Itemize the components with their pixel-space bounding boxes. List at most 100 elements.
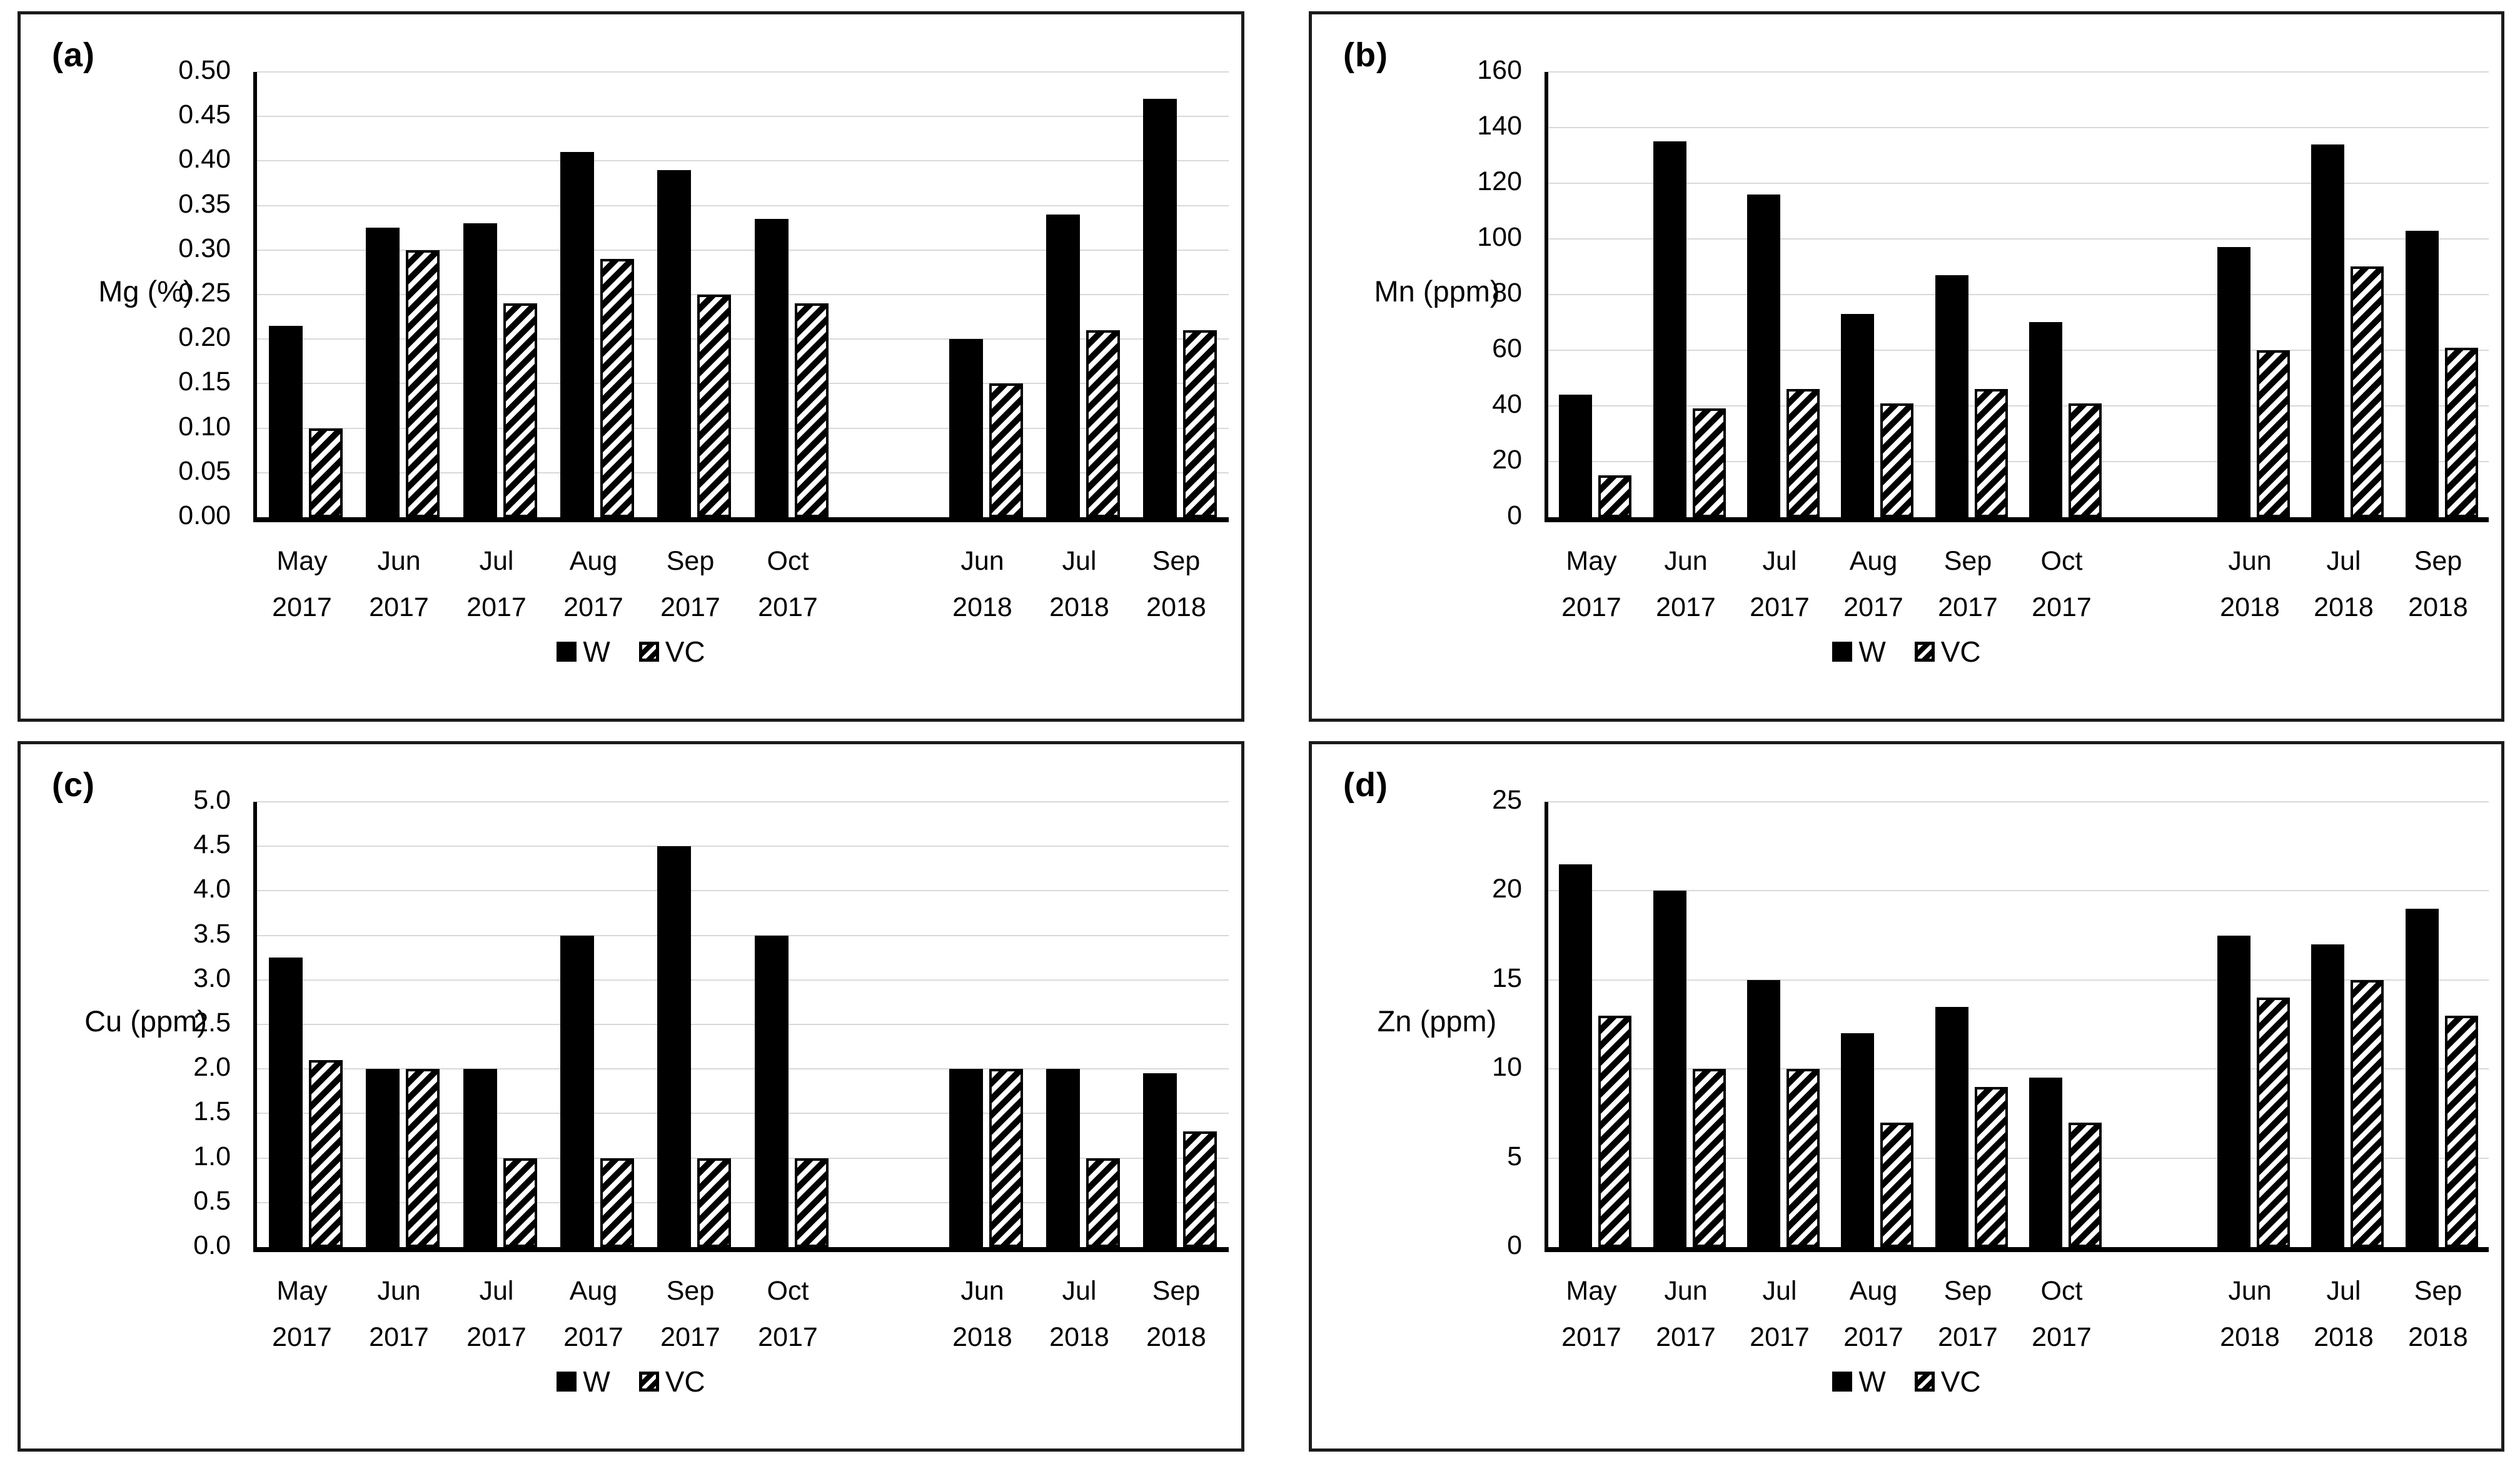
gridline — [1548, 979, 2489, 981]
bar-w-jul-2017 — [1747, 980, 1780, 1247]
gridline — [1548, 350, 2489, 351]
legend-label-w: W — [1858, 1365, 1886, 1398]
bar-vc-jul-2017 — [1787, 389, 1820, 517]
x-category-label: May 2017 — [1561, 1276, 1621, 1352]
bar-w-jul-2017 — [463, 1069, 497, 1247]
bar-w-jul-2018 — [2311, 144, 2344, 517]
legend-label-w: W — [583, 1365, 610, 1398]
bar-vc-sep-2018 — [1183, 330, 1217, 517]
bar-vc-jun-2017 — [406, 1069, 440, 1247]
bar-w-jun-2017 — [366, 1069, 400, 1247]
x-category-label: Jul 2017 — [1750, 1276, 1810, 1352]
legend-marker-w-icon — [557, 1372, 577, 1392]
bar-w-oct-2017 — [2029, 322, 2062, 517]
x-category-label: Jun 2018 — [2220, 546, 2280, 622]
y-tick-label: 0.45 — [178, 99, 231, 130]
legend-label-w: W — [1858, 635, 1886, 668]
gridline — [257, 1113, 1229, 1115]
x-category-label: Oct 2017 — [758, 546, 818, 622]
bar-w-oct-2017 — [755, 936, 789, 1247]
legend-marker-vc-icon — [1914, 1372, 1935, 1392]
legend-marker-w-icon — [1832, 642, 1853, 662]
bar-w-aug-2017 — [1841, 1033, 1874, 1247]
gridline — [257, 205, 1229, 206]
y-tick-label: 160 — [1477, 55, 1522, 85]
y-tick-label: 0.00 — [178, 500, 231, 530]
y-tick-label: 0.35 — [178, 188, 231, 219]
gridline — [257, 1068, 1229, 1070]
legend-c: W VC — [21, 1365, 1241, 1398]
bar-w-sep-2018 — [1143, 1073, 1177, 1247]
y-tick-label: 20 — [1492, 445, 1522, 475]
bar-w-jul-2018 — [2311, 944, 2344, 1247]
gridline — [257, 1024, 1229, 1025]
gridline — [257, 338, 1229, 340]
panel-c-cu: (c) Cu (ppm) W VC 0.0 0.5 1.0 1.5 2.0 2.5 3.0 3… — [18, 741, 1244, 1452]
gridline — [257, 934, 1229, 936]
bar-vc-jul-2017 — [503, 303, 537, 517]
gridline — [1548, 294, 2489, 295]
x-category-label: Jun 2017 — [369, 1276, 429, 1352]
bar-w-jul-2018 — [1046, 1069, 1080, 1247]
gridline — [1548, 1157, 2489, 1159]
x-category-label: Oct 2017 — [2032, 1276, 2092, 1352]
bar-vc-oct-2017 — [2069, 1123, 2102, 1247]
y-axis-title-mn: Mn (ppm) — [1374, 275, 1500, 308]
y-tick-label: 100 — [1477, 222, 1522, 252]
x-category-label: Jun 2018 — [952, 1276, 1012, 1352]
legend-marker-vc-icon — [638, 1372, 659, 1392]
legend-marker-vc-icon — [638, 642, 659, 662]
bar-w-sep-2018 — [1143, 99, 1177, 517]
y-axis-title-mg: Mg (%) — [98, 275, 193, 308]
bar-vc-aug-2017 — [600, 259, 634, 517]
plot-area-b — [1545, 71, 2489, 522]
bar-vc-sep-2018 — [2445, 1016, 2478, 1247]
gridline — [257, 890, 1229, 892]
legend-marker-w-icon — [557, 642, 577, 662]
bar-vc-sep-2017 — [697, 295, 731, 517]
y-tick-label: 0.30 — [178, 233, 231, 263]
gridline — [257, 472, 1229, 473]
gridline — [1548, 890, 2489, 892]
x-category-label: Jun 2018 — [952, 546, 1012, 622]
y-tick-label: 40 — [1492, 389, 1522, 419]
bar-vc-aug-2017 — [1880, 1123, 1913, 1247]
panel-label-a: (a) — [52, 36, 95, 74]
gridline — [257, 160, 1229, 162]
x-category-label: Oct 2017 — [2032, 546, 2092, 622]
x-category-label: Sep 2018 — [2408, 546, 2468, 622]
y-tick-label: 0.25 — [178, 278, 231, 308]
y-tick-label: 0.50 — [178, 55, 231, 85]
gridline — [257, 1201, 1229, 1203]
panel-b-mn: (b) Mn (ppm) W VC 0 20 40 60 80 100 120 140 160 M… — [1309, 11, 2504, 722]
bar-w-oct-2017 — [2029, 1078, 2062, 1247]
bar-vc-may-2017 — [1598, 1016, 1631, 1247]
gridline — [1548, 127, 2489, 128]
bar-w-jun-2018 — [2217, 936, 2250, 1247]
bar-vc-jul-2018 — [1086, 330, 1120, 517]
x-category-label: Jul 2017 — [466, 1276, 527, 1352]
bar-vc-jul-2018 — [2351, 980, 2384, 1247]
panel-d-zn: (d) Zn (ppm) W VC 0 5 10 15 20 25 May 2017 Jun 20… — [1309, 741, 2504, 1452]
bar-w-jun-2017 — [366, 228, 400, 517]
y-tick-label: 120 — [1477, 166, 1522, 196]
legend-marker-vc-icon — [1914, 642, 1935, 662]
y-tick-label: 0 — [1507, 500, 1522, 530]
panel-a-mg: (a) Mg (%) W VC 0.00 0.05 0.10 0.15 0.20 0.25… — [18, 11, 1244, 722]
x-category-label: Jul 2018 — [1049, 546, 1109, 622]
y-tick-label: 20 — [1492, 874, 1522, 904]
plot-area-d — [1545, 801, 2489, 1252]
x-category-label: Aug 2017 — [1843, 546, 1903, 622]
legend-marker-w-icon — [1832, 1372, 1853, 1392]
x-category-label: Jul 2018 — [2314, 546, 2374, 622]
y-tick-label: 2.0 — [193, 1052, 231, 1083]
y-tick-label: 0.0 — [193, 1230, 231, 1260]
bar-w-may-2017 — [1559, 395, 1592, 517]
gridline — [257, 71, 1229, 73]
bar-vc-jun-2017 — [1693, 408, 1726, 517]
y-tick-label: 0.20 — [178, 322, 231, 353]
gridline — [1548, 801, 2489, 802]
bar-w-aug-2017 — [560, 936, 594, 1247]
y-tick-label: 4.5 — [193, 829, 231, 860]
bar-w-sep-2018 — [2406, 909, 2439, 1247]
